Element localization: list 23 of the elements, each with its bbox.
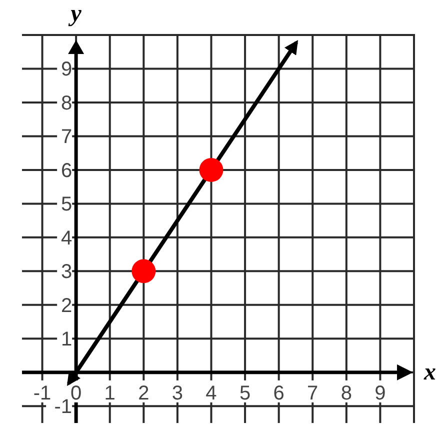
x-tick-label: 8 [340,382,352,404]
x-tick-label: 5 [239,382,251,404]
x-tick-label: -1 [33,382,52,404]
x-tick-label: 1 [104,382,116,404]
x-tick-label: 0 [70,382,82,404]
y-tick-label: 5 [60,194,72,216]
x-tick-label: 9 [374,382,386,404]
y-tick-label: 3 [60,261,72,284]
y-tick-label: 1 [60,328,72,351]
x-tick-label: 4 [206,382,217,404]
x-tick-label: 2 [138,382,150,404]
x-axis-title: x [423,359,436,386]
y-tick-label: 4 [60,227,72,250]
y-tick-label: 7 [60,126,72,148]
y-tick-label: 6 [60,160,72,182]
y-tick-label: 2 [60,294,72,317]
y-tick-label: -1 [54,396,72,418]
x-tick-label: 7 [307,382,318,404]
y-tick-label: 9 [60,58,72,81]
y-tick-label: 8 [60,92,72,114]
x-tick-label: 6 [273,382,284,404]
y-axis-title: y [68,1,82,27]
x-tick-label: 3 [172,382,184,404]
